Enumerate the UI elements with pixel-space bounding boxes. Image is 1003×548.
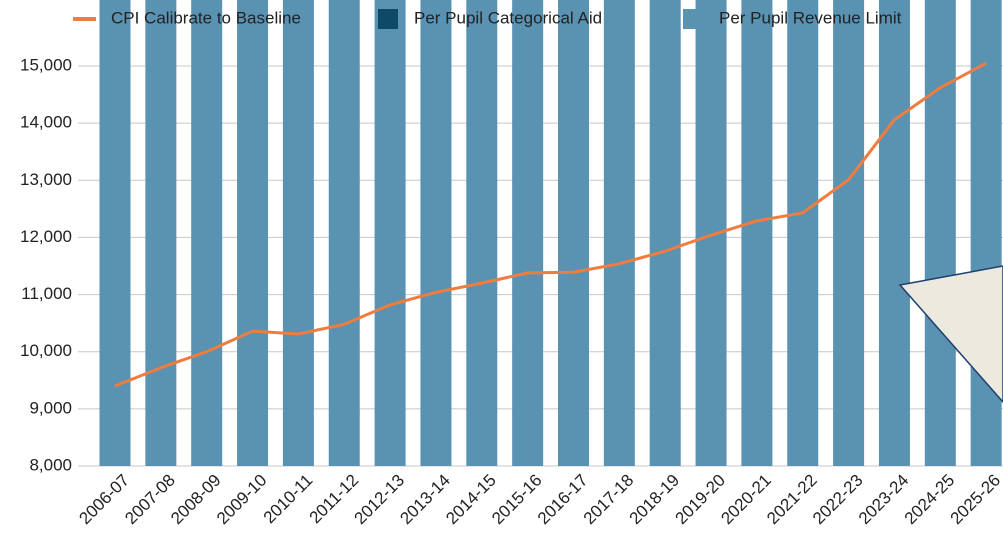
y-tick-label: 8,000 bbox=[29, 455, 72, 474]
x-tick-label: 2013-14 bbox=[396, 471, 454, 529]
bar-segment bbox=[878, 0, 910, 467]
y-tick-label: 15,000 bbox=[20, 55, 72, 74]
bar-segment bbox=[282, 0, 314, 466]
y-tick-label: 12,000 bbox=[20, 227, 72, 246]
bar-segment bbox=[466, 0, 498, 466]
bar-segment bbox=[649, 0, 681, 467]
y-tick-label: 13,000 bbox=[20, 170, 72, 189]
legend-label: CPI Calibrate to Baseline bbox=[111, 8, 301, 27]
x-tick-label: 2016-17 bbox=[534, 471, 592, 529]
bar-segment bbox=[374, 0, 406, 466]
callout-shape bbox=[898, 265, 1003, 404]
bar-segment bbox=[833, 0, 865, 466]
bar-segment bbox=[99, 0, 131, 467]
bar-segment bbox=[741, 0, 773, 466]
x-tick-label: 2017-18 bbox=[580, 471, 638, 529]
x-tick-label: 2009-10 bbox=[213, 471, 271, 529]
x-tick-label: 2006-07 bbox=[75, 471, 133, 529]
bar-segment bbox=[237, 0, 269, 466]
y-tick-label: 11,000 bbox=[21, 284, 72, 303]
x-tick-label: 2015-16 bbox=[488, 471, 546, 529]
legend-label: Per Pupil Categorical Aid bbox=[414, 8, 602, 27]
bar-segment bbox=[145, 0, 177, 466]
x-tick-label: 2020-21 bbox=[717, 471, 775, 529]
x-tick-label: 2010-11 bbox=[260, 471, 317, 528]
legend-swatch bbox=[378, 9, 398, 29]
x-tick-label: 2018-19 bbox=[626, 471, 684, 529]
bar-segment bbox=[512, 0, 544, 466]
y-tick-label: 10,000 bbox=[20, 341, 72, 360]
x-tick-label: 2022-23 bbox=[809, 471, 867, 529]
x-tick-label: 2007-08 bbox=[121, 471, 179, 529]
plot-area: 8,000 9,000 10,000 11,000 12,000 13,000 14,000… bbox=[20, 0, 1003, 528]
bar-segment bbox=[603, 0, 635, 467]
bar-segment bbox=[328, 0, 360, 467]
bar-segment bbox=[558, 0, 589, 467]
bar-segment bbox=[191, 0, 223, 467]
x-tick-label: 2025-26 bbox=[947, 471, 1003, 529]
bar-segment bbox=[787, 0, 819, 466]
legend-swatch bbox=[683, 9, 703, 29]
bar-segment bbox=[420, 0, 452, 466]
x-tick-label: 2008-09 bbox=[167, 471, 225, 529]
bar-segment bbox=[924, 0, 956, 467]
x-tick-label: 2014-15 bbox=[442, 471, 500, 529]
x-tick-label: 2023-24 bbox=[855, 471, 913, 529]
x-tick-label: 2021-22 bbox=[763, 471, 821, 529]
x-tick-label: 2019-20 bbox=[671, 471, 729, 529]
x-tick-label: 2012-13 bbox=[351, 471, 409, 529]
y-tick-label: 9,000 bbox=[29, 398, 72, 417]
y-tick-label: 14,000 bbox=[20, 113, 72, 132]
legend-label: Per Pupil Revenue Limit bbox=[719, 8, 902, 27]
x-tick-label: 2024-25 bbox=[901, 471, 959, 529]
line-series bbox=[114, 61, 987, 388]
